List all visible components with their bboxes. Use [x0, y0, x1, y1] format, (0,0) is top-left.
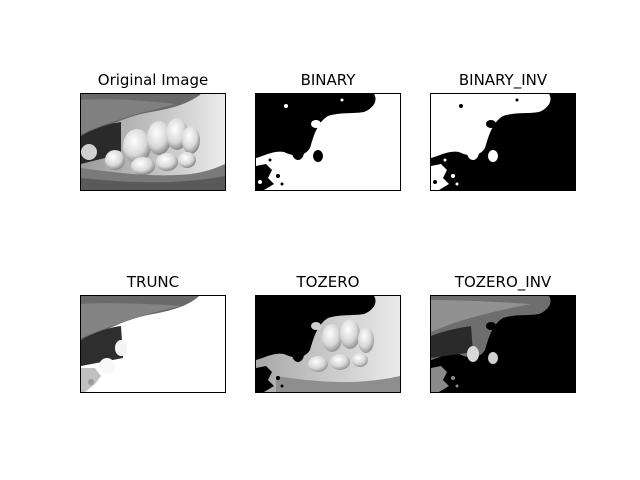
panel-binary: BINARY: [255, 71, 401, 191]
panel-tozero-inv: TOZERO_INV: [430, 273, 576, 393]
image-original: [80, 93, 226, 191]
panel-title-trunc: TRUNC: [126, 273, 180, 291]
image-tozero-inv-svg: [431, 296, 575, 392]
image-trunc: [80, 295, 226, 393]
image-original-svg: [81, 94, 225, 190]
panel-title-tozero-inv: TOZERO_INV: [454, 273, 552, 291]
image-tozero: [255, 295, 401, 393]
image-binary-svg: [256, 94, 400, 190]
image-trunc-svg: [81, 296, 225, 392]
panel-title-tozero: TOZERO: [296, 273, 360, 291]
image-tozero-svg: [256, 296, 400, 392]
panel-title-binary-inv: BINARY_INV: [458, 71, 548, 89]
image-tozero-inv: [430, 295, 576, 393]
panel-tozero: TOZERO: [255, 273, 401, 393]
image-binary-inv: [430, 93, 576, 191]
image-binary: [255, 93, 401, 191]
panel-title-binary: BINARY: [300, 71, 356, 89]
panel-trunc: TRUNC: [80, 273, 226, 393]
panel-binary-inv: BINARY_INV: [430, 71, 576, 191]
image-binary-inv-svg: [431, 94, 575, 190]
panel-title-original: Original Image: [97, 71, 209, 89]
panel-original: Original Image: [80, 71, 226, 191]
